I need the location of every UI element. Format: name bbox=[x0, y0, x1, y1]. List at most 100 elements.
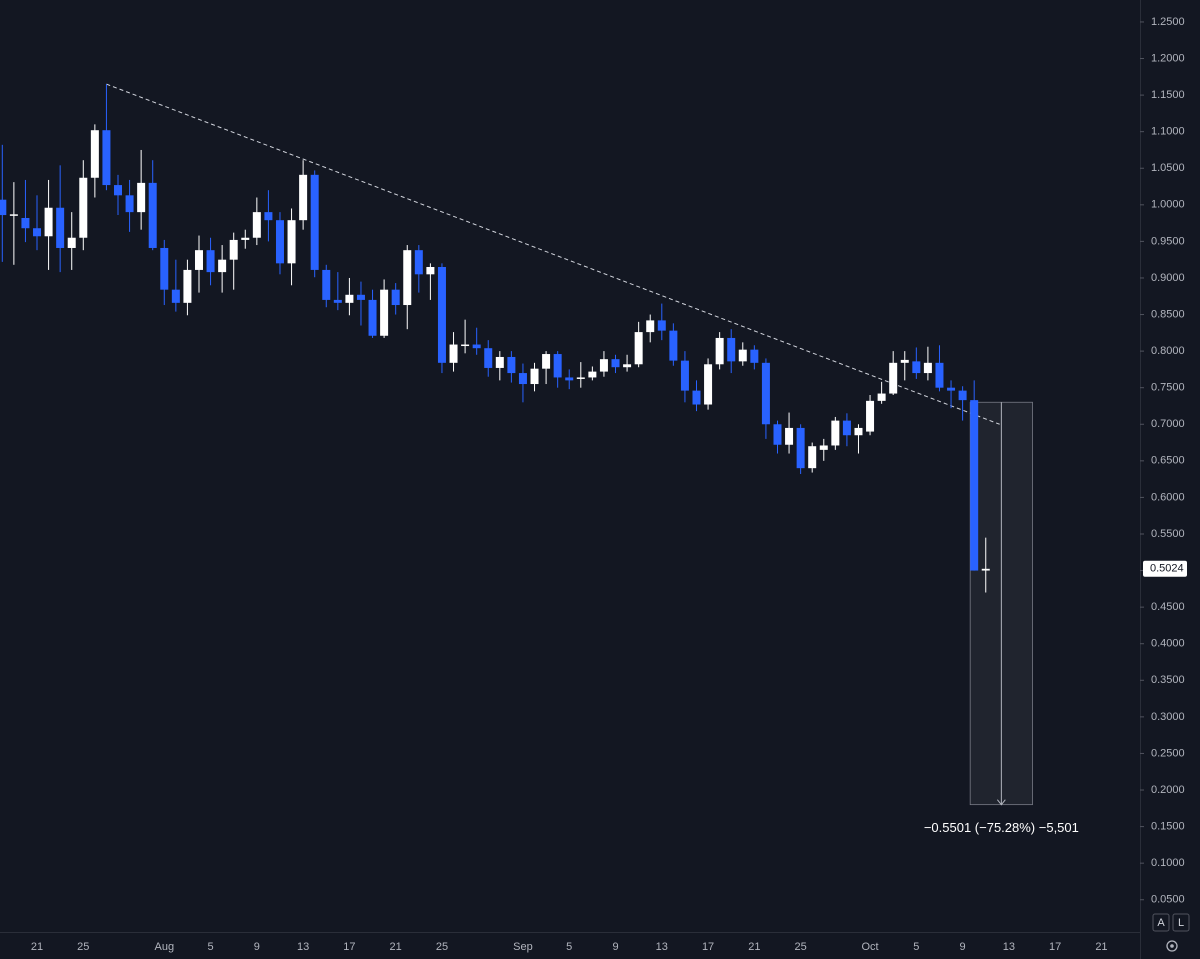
y-tick-label: 1.1500 bbox=[1151, 89, 1185, 101]
candle-body bbox=[611, 359, 620, 368]
candle-body bbox=[970, 400, 979, 571]
x-tick-label: 21 bbox=[1095, 941, 1107, 953]
x-tick-label: 21 bbox=[31, 941, 43, 953]
x-tick-label: 9 bbox=[612, 941, 618, 953]
y-tick-label: 1.1000 bbox=[1151, 126, 1185, 138]
candle-body bbox=[67, 237, 76, 248]
y-tick-label: 0.7500 bbox=[1151, 382, 1185, 394]
measure-label: −0.5501 (−75.28%) −5,501 bbox=[924, 820, 1079, 835]
candle-body bbox=[623, 364, 632, 368]
candle-body bbox=[576, 377, 585, 379]
candle-body bbox=[935, 362, 944, 388]
candle-body bbox=[275, 220, 284, 264]
candle-body bbox=[958, 390, 967, 401]
candle-body bbox=[842, 420, 851, 436]
candle-body bbox=[368, 299, 377, 336]
candle-body bbox=[218, 259, 227, 273]
x-tick-label: 5 bbox=[566, 941, 572, 953]
x-tick-label: 25 bbox=[77, 941, 89, 953]
candle-body bbox=[831, 420, 840, 446]
candle-body bbox=[9, 214, 18, 216]
candle-body bbox=[704, 364, 713, 405]
x-tick-label: 25 bbox=[795, 941, 807, 953]
candle-body bbox=[472, 344, 481, 349]
candle-body bbox=[923, 362, 932, 374]
plot-area bbox=[0, 83, 1033, 806]
candle-body bbox=[56, 207, 65, 248]
candle-body bbox=[738, 349, 747, 362]
last-price-label: 0.5024 bbox=[1150, 563, 1184, 575]
y-tick-label: 0.3000 bbox=[1151, 711, 1185, 723]
log-scale-button[interactable] bbox=[1172, 913, 1190, 932]
candle-body bbox=[646, 320, 655, 333]
candle-body bbox=[252, 212, 261, 238]
candle-body bbox=[79, 177, 88, 238]
candle-body bbox=[391, 289, 400, 306]
candle-body bbox=[808, 446, 817, 469]
y-tick-label: 0.1000 bbox=[1151, 857, 1185, 869]
time-axis: 21 25 Aug 5 9 13 17 21 25 Sep 5 9 13 17 21 25 Oct 5 9 13 17 2… bbox=[31, 941, 1108, 953]
y-tick-label: 0.5500 bbox=[1151, 528, 1185, 540]
x-tick-label: 5 bbox=[207, 941, 213, 953]
candle-body bbox=[530, 368, 539, 385]
candle-body bbox=[206, 250, 215, 273]
y-tick-label: 1.0500 bbox=[1151, 162, 1185, 174]
candle-body bbox=[715, 337, 724, 365]
candle-body bbox=[148, 182, 157, 248]
x-tick-label: 13 bbox=[656, 941, 668, 953]
settings-icon[interactable] bbox=[1166, 940, 1178, 952]
y-tick-label: 0.4500 bbox=[1151, 601, 1185, 613]
y-tick-label: 0.9000 bbox=[1151, 272, 1185, 284]
x-tick-label: 9 bbox=[254, 941, 260, 953]
y-tick-label: 0.4000 bbox=[1151, 638, 1185, 650]
candle-body bbox=[33, 228, 42, 237]
candle-body bbox=[44, 207, 53, 237]
candle-body bbox=[785, 427, 794, 445]
candle-body bbox=[819, 445, 828, 450]
candle-body bbox=[426, 266, 435, 275]
y-tick-label: 1.2500 bbox=[1151, 16, 1185, 28]
x-tick-label: 13 bbox=[1003, 941, 1015, 953]
candle-body bbox=[553, 354, 562, 378]
y-tick-label: 1.2000 bbox=[1151, 52, 1185, 64]
candle-body bbox=[981, 568, 990, 571]
x-tick-label: 17 bbox=[1049, 941, 1061, 953]
candle-body bbox=[669, 330, 678, 361]
trendline bbox=[106, 83, 1000, 425]
y-tick-label: 0.6000 bbox=[1151, 491, 1185, 503]
x-tick-label: Aug bbox=[154, 941, 174, 953]
scale-control-label: L bbox=[1178, 917, 1184, 929]
candle-body bbox=[125, 195, 134, 213]
candle-body bbox=[183, 269, 192, 303]
candle-body bbox=[542, 354, 551, 369]
x-tick-label: 5 bbox=[913, 941, 919, 953]
x-tick-label: 13 bbox=[297, 941, 309, 953]
candle-body bbox=[241, 237, 250, 240]
auto-scale-button[interactable] bbox=[1152, 913, 1170, 932]
x-tick-label: 25 bbox=[436, 941, 448, 953]
measure-arrow-head bbox=[996, 799, 1006, 806]
candle-body bbox=[114, 185, 122, 196]
candle-body bbox=[866, 400, 875, 432]
candle-body bbox=[160, 247, 169, 290]
candle-body bbox=[495, 356, 504, 368]
candle-body bbox=[333, 299, 342, 303]
candle-body bbox=[796, 427, 805, 469]
candle-body bbox=[287, 220, 296, 264]
candle-body bbox=[900, 359, 909, 363]
candle-body bbox=[90, 130, 99, 178]
y-tick-label: 0.6500 bbox=[1151, 455, 1185, 467]
candle-body bbox=[310, 174, 319, 270]
x-tick-label: 21 bbox=[390, 941, 402, 953]
y-tick-label: 1.0000 bbox=[1151, 199, 1185, 211]
candle-body bbox=[461, 344, 470, 347]
y-tick-label: 0.3500 bbox=[1151, 674, 1185, 686]
y-tick-label: 0.8500 bbox=[1151, 308, 1185, 320]
last-price-tag bbox=[1143, 560, 1187, 577]
x-tick-label: 17 bbox=[702, 941, 714, 953]
y-tick-label: 0.8000 bbox=[1151, 345, 1185, 357]
candle-body bbox=[322, 269, 331, 300]
y-tick-label: 0.2000 bbox=[1151, 784, 1185, 796]
candle-body bbox=[194, 250, 203, 270]
